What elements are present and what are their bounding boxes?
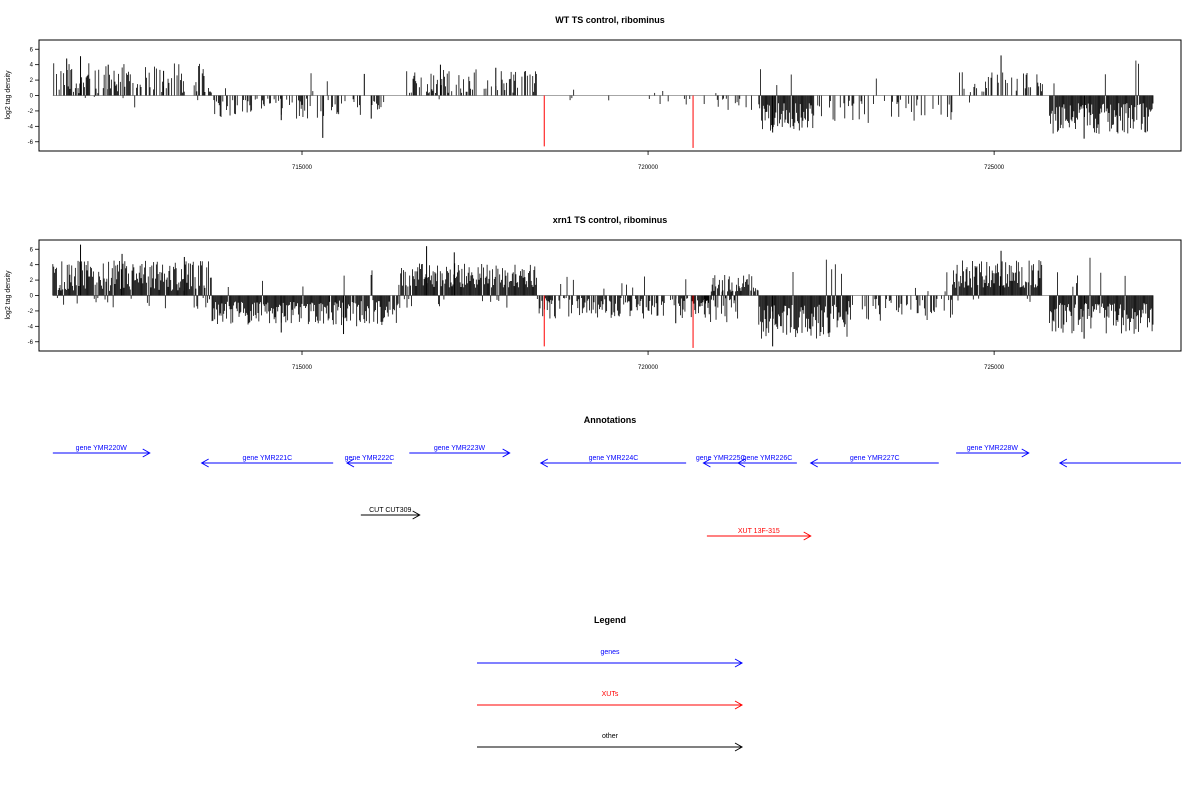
legend-label: genes — [600, 649, 620, 656]
legend-label: XUTs — [602, 691, 619, 698]
annotations-title: Annotations — [584, 415, 637, 425]
gene-arrow: gene YMR225C — [696, 455, 746, 468]
gene-arrow-head — [1021, 448, 1030, 458]
gene-arrow-label: gene YMR224C — [589, 455, 639, 462]
gene-arrow-head — [702, 458, 711, 468]
xrn1-track-title: xrn1 TS control, ribominus — [553, 215, 668, 225]
legend-item-other: other — [477, 733, 744, 752]
gene-arrow-head — [539, 458, 549, 468]
legend-label: other — [602, 733, 619, 740]
wt-x-tick-label: 725000 — [984, 165, 1005, 171]
gene-arrow-label: gene YMR227C — [850, 455, 900, 462]
gene-arrow-head — [737, 458, 746, 468]
xrn1-y-axis-label: log2 tag density — [5, 270, 12, 320]
xrn1-y-tick-label: -6 — [28, 340, 34, 346]
xrn1-x-tick-label: 720000 — [638, 365, 659, 371]
gene-arrow-head — [345, 458, 355, 468]
wt-y-tick-label: -6 — [28, 140, 34, 146]
gene-arrow-label: gene YMR221C — [243, 455, 293, 462]
xrn1-y-tick-label: -4 — [28, 324, 34, 330]
xrn1-y-tick-label: 4 — [30, 263, 34, 269]
xrn1-y-tick-label: 0 — [30, 294, 34, 300]
legend-panel: Legend genes XUTs other — [477, 615, 744, 752]
xrn1-axes: 6 4 2 0 -2 -4 -6 715000 720000 725000 — [28, 247, 1005, 371]
gene-arrow: gene YMR228W — [956, 445, 1030, 458]
legend-item-xuts: XUTs — [477, 691, 744, 710]
gene-arrow: gene YMR227C — [809, 455, 939, 468]
legend-arrowhead — [734, 658, 744, 668]
cut-arrow: CUT CUT309 — [360, 507, 421, 520]
legend-items: genes XUTs other — [477, 649, 744, 752]
wt-y-tick-label: 4 — [30, 63, 34, 69]
xrn1-x-tick-label: 715000 — [292, 365, 313, 371]
gene-arrow: gene YMR226C — [737, 455, 797, 468]
gene-arrow — [1058, 458, 1181, 468]
wt-track-panel: WT TS control, ribominus log2 tag densit… — [5, 15, 1182, 171]
wt-y-tick-label: -2 — [28, 109, 34, 115]
gene-arrow-head — [502, 448, 511, 458]
annotation-features: gene YMR220W gene YMR221C gene YMR222C gene… — [52, 445, 1181, 541]
gene-arrow-head — [142, 448, 151, 458]
xrn1-track-panel: xrn1 TS control, ribominus log2 tag dens… — [5, 215, 1182, 371]
legend-title: Legend — [594, 615, 626, 625]
wt-axes: 6 4 2 0 -2 -4 -6 715000 720000 725000 — [28, 47, 1005, 171]
legend-arrowhead — [734, 700, 744, 710]
gene-arrow: gene YMR224C — [539, 455, 687, 468]
wt-track-title: WT TS control, ribominus — [555, 15, 665, 25]
wt-y-tick-label: -4 — [28, 124, 34, 130]
gene-arrow-label: gene YMR226C — [743, 455, 793, 462]
cut-arrow-head — [412, 510, 421, 520]
gene-arrow: gene YMR223W — [409, 445, 511, 458]
xrn1-y-tick-label: 2 — [30, 278, 34, 284]
xrn1-y-tick-label: 6 — [30, 247, 34, 253]
xrn1-y-tick-label: -2 — [28, 309, 34, 315]
gene-arrow: gene YMR221C — [200, 455, 334, 468]
gene-arrow-head — [1058, 458, 1068, 468]
wt-y-tick-label: 2 — [30, 78, 34, 84]
wt-y-tick-label: 6 — [30, 47, 34, 53]
xrn1-x-tick-label: 725000 — [984, 365, 1005, 371]
legend-arrowhead — [734, 742, 744, 752]
gene-arrow-head — [809, 458, 818, 468]
wt-x-tick-label: 715000 — [292, 165, 313, 171]
xut-arrow: XUT 13F-315 — [706, 528, 812, 541]
wt-x-tick-label: 720000 — [638, 165, 659, 171]
xut-arrow-label: XUT 13F-315 — [738, 528, 780, 535]
gene-arrow: gene YMR222C — [345, 455, 395, 468]
gene-arrow-label: gene YMR228W — [967, 445, 1019, 452]
gene-arrow-label: gene YMR225C — [696, 455, 746, 462]
wt-y-tick-label: 0 — [30, 94, 34, 100]
wt-bars — [52, 55, 1154, 148]
xut-arrow-head — [803, 531, 812, 541]
gene-arrow: gene YMR220W — [52, 445, 151, 458]
gene-arrow-label: gene YMR222C — [345, 455, 395, 462]
wt-y-axis-label: log2 tag density — [5, 70, 12, 120]
xrn1-bars — [52, 244, 1154, 348]
gene-arrow-label: gene YMR223W — [434, 445, 486, 452]
gene-arrow-head — [200, 458, 209, 468]
cut-arrow-label: CUT CUT309 — [369, 507, 411, 514]
legend-item-genes: genes — [477, 649, 744, 668]
gene-arrow-label: gene YMR220W — [76, 445, 128, 452]
